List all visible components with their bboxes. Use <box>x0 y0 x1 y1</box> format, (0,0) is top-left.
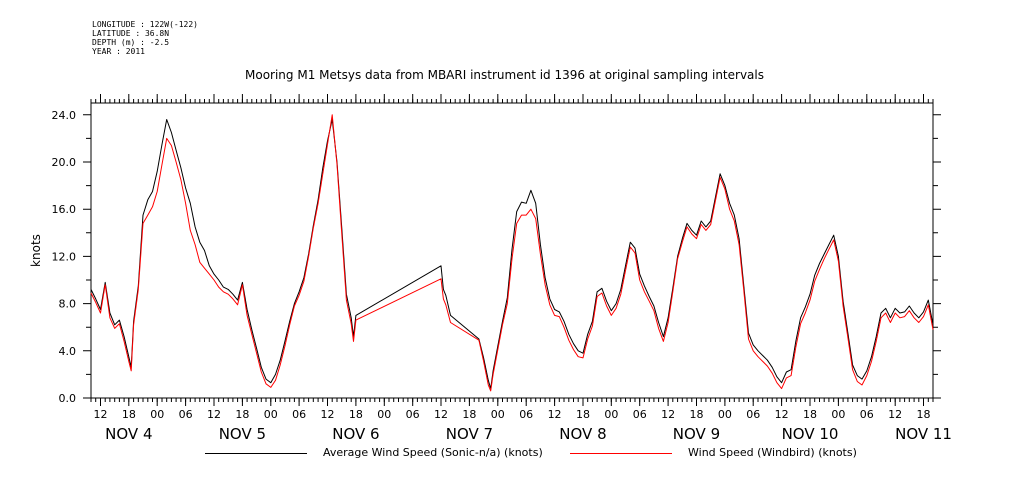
x-hour-tick-label: 06 <box>179 408 193 421</box>
x-day-label: NOV 7 <box>446 425 493 443</box>
y-axis-label: knots <box>29 234 43 267</box>
x-hour-tick-label: 00 <box>264 408 278 421</box>
longitude-text: LONGITUDE : 122W(-122) <box>92 20 198 29</box>
x-hour-tick-label: 12 <box>775 408 789 421</box>
x-hour-tick-label: 12 <box>888 408 902 421</box>
x-hour-tick-label: 18 <box>235 408 249 421</box>
series-line-sonic <box>90 119 934 390</box>
x-hour-tick-label: 18 <box>122 408 136 421</box>
x-hour-tick-label: 06 <box>633 408 647 421</box>
x-day-label: NOV 9 <box>673 425 720 443</box>
legend-label-sonic: Average Wind Speed (Sonic-n/a) (knots) <box>323 446 543 459</box>
x-hour-tick-label: 00 <box>718 408 732 421</box>
x-hour-tick-label: 18 <box>803 408 817 421</box>
x-hour-tick-label: 18 <box>349 408 363 421</box>
x-minor-ticks <box>90 99 934 402</box>
y-tick-label: 16.0 <box>52 203 77 216</box>
x-hour-tick-label: 12 <box>207 408 221 421</box>
y-tick-label: 20.0 <box>52 156 77 169</box>
legend-line-windbird <box>570 453 672 454</box>
x-day-label: NOV 5 <box>219 425 266 443</box>
x-day-label: NOV 8 <box>559 425 606 443</box>
x-hour-tick-label: 12 <box>434 408 448 421</box>
x-hour-tick-label: 12 <box>93 408 107 421</box>
year-text: YEAR : 2011 <box>92 47 145 56</box>
x-major-ticks <box>100 94 924 406</box>
x-hour-tick-label: 18 <box>462 408 476 421</box>
x-hour-tick-label: 00 <box>831 408 845 421</box>
x-hour-tick-label: 18 <box>917 408 931 421</box>
depth-text: DEPTH (m) : -2.5 <box>92 38 170 47</box>
x-day-label: NOV 4 <box>105 425 152 443</box>
y-tick-label: 8.0 <box>59 298 77 311</box>
x-hour-tick-label: 06 <box>292 408 306 421</box>
y-tick-label: 24.0 <box>52 109 77 122</box>
y-ticks <box>83 114 941 399</box>
x-hour-tick-label: 12 <box>548 408 562 421</box>
x-day-label: NOV 10 <box>782 425 839 443</box>
x-hour-tick-label: 06 <box>519 408 533 421</box>
metadata-block: LONGITUDE : 122W(-122) LATITUDE : 36.8N … <box>92 20 198 56</box>
x-hour-tick-label: 12 <box>661 408 675 421</box>
x-hour-tick-label: 00 <box>150 408 164 421</box>
y-tick-label: 0.0 <box>59 392 77 405</box>
x-day-label: NOV 11 <box>895 425 952 443</box>
x-hour-tick-label: 06 <box>746 408 760 421</box>
y-tick-label: 4.0 <box>59 345 77 358</box>
x-hour-tick-label: 12 <box>321 408 335 421</box>
x-hour-tick-label: 00 <box>604 408 618 421</box>
legend-label-windbird: Wind Speed (Windbird) (knots) <box>688 446 857 459</box>
x-hour-tick-label: 06 <box>406 408 420 421</box>
x-hour-tick-label: 06 <box>860 408 874 421</box>
legend-line-sonic <box>205 453 307 454</box>
x-hour-tick-label: 18 <box>576 408 590 421</box>
y-tick-label: 12.0 <box>52 250 77 263</box>
x-day-label: NOV 6 <box>332 425 379 443</box>
latitude-text: LATITUDE : 36.8N <box>92 29 170 38</box>
series-line-windbird <box>90 114 934 392</box>
x-hour-tick-label: 00 <box>491 408 505 421</box>
x-hour-tick-label: 18 <box>689 408 703 421</box>
chart-title: Mooring M1 Metsys data from MBARI instru… <box>245 68 764 82</box>
x-hour-tick-label: 00 <box>377 408 391 421</box>
